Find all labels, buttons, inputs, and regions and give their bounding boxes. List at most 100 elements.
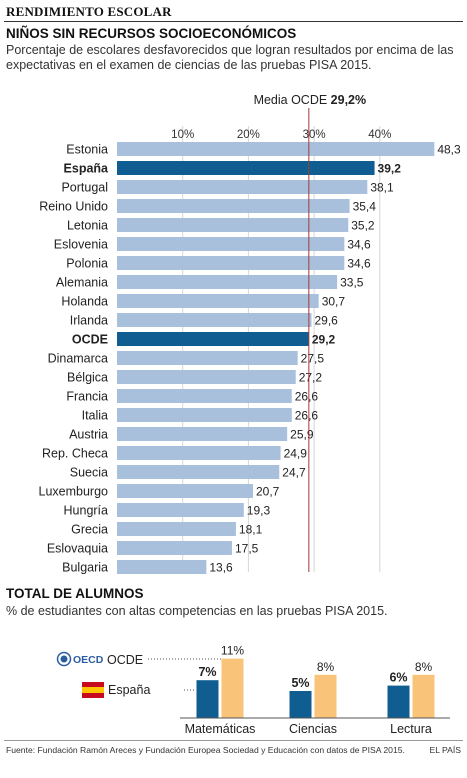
bar: [117, 313, 312, 327]
bar: [117, 142, 435, 156]
spain-flag-icon: [82, 682, 104, 687]
value-label-ocde: 8%: [317, 660, 335, 674]
category-label: Reino Unido: [39, 200, 108, 214]
oecd-logo-dot: [60, 655, 68, 663]
x-tick-label: 10%: [171, 129, 194, 141]
value-label: 35,2: [351, 219, 375, 233]
bar: [117, 199, 350, 213]
x-tick-label: 30%: [303, 129, 326, 141]
bar: [117, 161, 375, 175]
reference-label: Media OCDE 29,2%: [254, 93, 367, 107]
value-label: 35,4: [353, 200, 377, 214]
category-label: España: [64, 162, 110, 176]
bar: [117, 560, 207, 574]
value-label: 34,6: [347, 257, 371, 271]
category-label: Ciencias: [289, 722, 337, 736]
value-label: 20,7: [256, 485, 280, 499]
value-label: 38,1: [370, 181, 394, 195]
value-label: 25,9: [290, 428, 314, 442]
bar-espana: [196, 680, 219, 718]
value-label: 26,6: [295, 390, 319, 404]
category-label: OCDE: [72, 333, 108, 347]
value-label-espana: 7%: [198, 665, 216, 679]
kicker-rule: [4, 21, 463, 22]
chart2-group: 7% 11% Matemáticas 5% 8% Ciencias 6% 8% Lectura O…: [56, 644, 450, 736]
footer-source: Fuente: Fundación Ramón Areces y Fundaci…: [6, 745, 405, 755]
category-label: Bulgaria: [62, 561, 108, 575]
bar-ocde: [221, 658, 244, 718]
bar-espana: [387, 685, 410, 718]
bar: [117, 218, 349, 232]
bar-espana: [289, 691, 312, 718]
category-label: Portugal: [61, 181, 108, 195]
spain-flag-yellow: [82, 687, 104, 693]
bar: [117, 408, 292, 422]
category-label: Austria: [69, 428, 108, 442]
section2-subtitle: % de estudiantes con altas competencias …: [6, 604, 388, 618]
legend-label-ocde: OCDE: [107, 653, 143, 667]
category-label: Grecia: [71, 523, 108, 537]
chart1-bars: Estonia 48,3 España 39,2 Portugal 38,1 Reino U…: [39, 142, 461, 575]
category-label: Matemáticas: [185, 722, 256, 736]
chart1-reference: Media OCDE 29,2%: [254, 93, 367, 572]
value-label: 33,5: [340, 276, 364, 290]
spain-flag-red-bottom: [82, 693, 104, 698]
category-label: Holanda: [61, 295, 108, 309]
bar: [117, 465, 280, 479]
bar: [117, 446, 281, 460]
category-label: Eslovaquia: [47, 542, 108, 556]
category-label: Luxemburgo: [39, 485, 109, 499]
bar: [117, 427, 288, 441]
category-label: Hungría: [64, 504, 109, 518]
category-label: Italia: [82, 409, 108, 423]
category-label: Dinamarca: [48, 352, 108, 366]
category-label: Francia: [66, 390, 108, 404]
value-label: 19,3: [247, 504, 271, 518]
value-label: 30,7: [322, 295, 346, 309]
value-label: 29,2: [312, 333, 336, 347]
bar: [117, 275, 338, 289]
bar-ocde: [412, 674, 435, 718]
value-label: 24,9: [284, 447, 308, 461]
category-label: Polonia: [66, 257, 108, 271]
bar-ocde: [314, 674, 337, 718]
category-label: Alemania: [56, 276, 108, 290]
bar: [117, 180, 368, 194]
category-label: Letonia: [67, 219, 108, 233]
bar: [117, 503, 244, 517]
category-label: Irlanda: [70, 314, 108, 328]
bar: [117, 370, 296, 384]
value-label-espana: 6%: [389, 671, 407, 685]
value-label: 27,2: [299, 371, 323, 385]
category-label: Bélgica: [67, 371, 108, 385]
value-label: 26,6: [295, 409, 319, 423]
chart-title: NIÑOS SIN RECURSOS SOCIOECONÓMICOS: [6, 26, 297, 41]
bar: [117, 484, 253, 498]
value-label: 39,2: [378, 162, 402, 176]
value-label: 29,6: [314, 314, 338, 328]
value-label-ocde: 11%: [221, 644, 244, 658]
footer-rule: [4, 740, 463, 741]
kicker: RENDIMIENTO ESCOLAR: [6, 4, 172, 19]
value-label: 17,5: [235, 542, 259, 556]
value-label: 13,6: [209, 561, 233, 575]
value-label-ocde: 8%: [415, 660, 433, 674]
category-label: Suecia: [70, 466, 108, 480]
bar: [117, 256, 345, 270]
bar: [117, 541, 232, 555]
bar: [117, 351, 298, 365]
category-label: Rep. Checa: [42, 447, 108, 461]
category-label: Lectura: [390, 722, 432, 736]
footer-brand: EL PAÍS: [429, 745, 461, 755]
legend-oecd-logotype: OECD: [73, 654, 104, 666]
category-label: Eslovenia: [54, 238, 108, 252]
legend: OECD OCDE España: [56, 651, 150, 698]
value-label: 48,3: [437, 143, 461, 157]
bar: [117, 294, 319, 308]
category-label: Estonia: [66, 143, 108, 157]
bar: [117, 389, 292, 403]
section2-title: TOTAL DE ALUMNOS: [6, 586, 144, 601]
value-label: 27,5: [301, 352, 325, 366]
bar: [117, 522, 236, 536]
